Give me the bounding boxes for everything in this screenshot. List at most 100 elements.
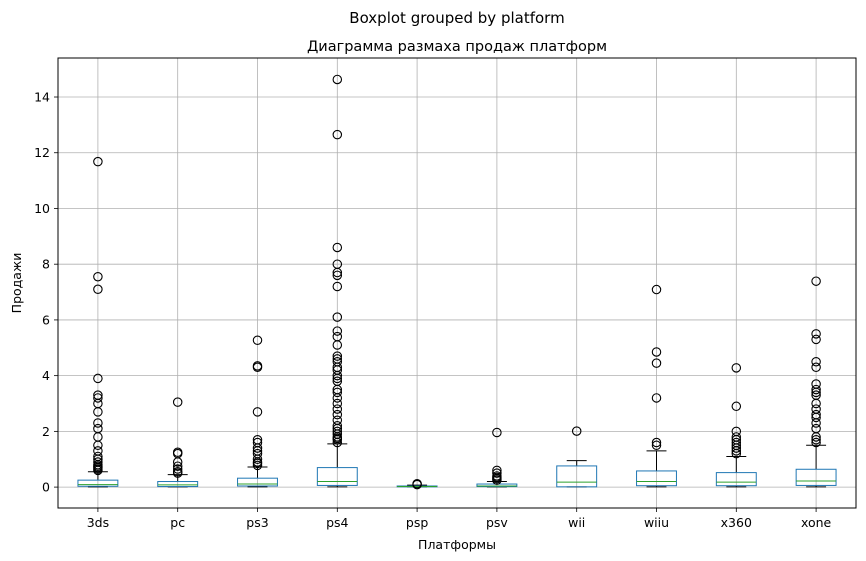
flier-point	[651, 440, 662, 451]
flier-point	[332, 326, 343, 336]
flier-point	[252, 335, 263, 346]
flier-point	[651, 437, 662, 448]
y-tick-label: 12	[34, 145, 50, 160]
flier-point	[731, 363, 742, 373]
flier-point	[93, 271, 103, 282]
flier-point	[332, 415, 343, 425]
box-psv	[476, 427, 518, 488]
flier-point	[93, 373, 103, 384]
y-tick-label: 0	[42, 480, 50, 495]
flier-point	[332, 351, 343, 361]
flier-point	[332, 129, 343, 140]
box-3ds	[77, 156, 119, 488]
y-tick-label: 14	[34, 90, 50, 105]
flier-point	[332, 398, 343, 409]
flier-point	[811, 437, 821, 448]
flier-point	[492, 468, 502, 478]
flier-point	[93, 457, 103, 467]
flier-point	[93, 393, 103, 403]
box-iqr	[77, 479, 119, 487]
flier-point	[811, 329, 821, 339]
y-tick-label: 8	[42, 257, 50, 272]
x-tick-label: ps4	[326, 515, 348, 530]
grid	[58, 58, 856, 508]
y-tick-label: 6	[42, 312, 50, 327]
flier-point	[172, 464, 183, 474]
flier-point	[332, 74, 343, 85]
box-iqr	[556, 465, 598, 488]
flier-point	[332, 281, 343, 292]
flier-point	[731, 401, 742, 412]
flier-point	[332, 259, 343, 269]
box-iqr	[316, 467, 358, 486]
flier-point	[651, 393, 662, 403]
flier-point	[811, 334, 821, 345]
x-tick-label: 3ds	[87, 515, 109, 530]
flier-point	[811, 404, 821, 414]
flier-point	[811, 362, 821, 373]
flier-point	[252, 407, 263, 417]
flier-point	[811, 384, 821, 395]
flier-point	[252, 434, 263, 445]
axis-ticks: 0 2 4 6 8 10 12 14 3ds pc ps3 ps4 psp psv wii wiiu x360 x…	[34, 90, 831, 530]
flier-point	[731, 432, 742, 442]
flier-point	[731, 426, 742, 437]
x-axis-label: Платформы	[418, 537, 496, 552]
flier-point	[93, 451, 103, 462]
flier-point	[332, 354, 343, 364]
flier-point	[651, 347, 662, 357]
chart-suptitle: Boxplot grouped by platform	[349, 9, 564, 27]
flier-point	[811, 409, 821, 420]
flier-point	[172, 447, 183, 458]
flier-point	[172, 461, 183, 471]
flier-point	[492, 465, 502, 476]
box-iqr	[636, 470, 677, 487]
x-tick-label: pc	[170, 515, 185, 530]
flier-point	[651, 358, 662, 368]
flier-point	[332, 426, 343, 437]
flier-point	[332, 356, 343, 367]
flier-point	[332, 376, 343, 386]
y-tick-label: 4	[42, 368, 50, 383]
box-xone	[795, 276, 837, 488]
box-wiiu	[636, 284, 677, 488]
flier-point	[93, 390, 103, 400]
flier-point	[332, 409, 343, 420]
flier-point	[332, 404, 343, 414]
box-iqr	[795, 468, 837, 486]
flier-point	[731, 437, 742, 448]
flier-point	[93, 423, 103, 434]
flier-point	[811, 390, 821, 400]
chart-title: Диаграмма размаха продаж платформ	[307, 39, 607, 55]
flier-point	[332, 387, 343, 398]
flier-point	[252, 437, 263, 448]
flier-point	[811, 379, 821, 389]
flier-point	[492, 471, 502, 481]
flier-point	[811, 356, 821, 367]
x-tick-label: psv	[486, 515, 508, 530]
box-psp	[396, 479, 438, 490]
flier-point	[492, 427, 502, 438]
box-ps4	[316, 74, 358, 488]
flier-point	[93, 156, 103, 167]
flier-point	[172, 467, 183, 477]
flier-point	[571, 426, 582, 436]
box-wii	[556, 426, 598, 488]
x-tick-label: xone	[801, 515, 832, 530]
flier-point	[651, 284, 662, 295]
flier-point	[332, 270, 343, 281]
box-iqr	[715, 472, 757, 487]
x-tick-label: x360	[721, 515, 752, 530]
flier-point	[412, 479, 422, 489]
flier-point	[93, 418, 103, 428]
box-pc	[157, 397, 199, 488]
x-tick-label: psp	[406, 515, 428, 530]
box-ps3	[237, 335, 278, 488]
box-x360	[715, 363, 757, 488]
flier-point	[332, 331, 343, 342]
x-tick-label: ps3	[246, 515, 268, 530]
y-tick-label: 10	[34, 201, 50, 216]
flier-point	[332, 242, 343, 253]
flier-point	[252, 361, 263, 371]
